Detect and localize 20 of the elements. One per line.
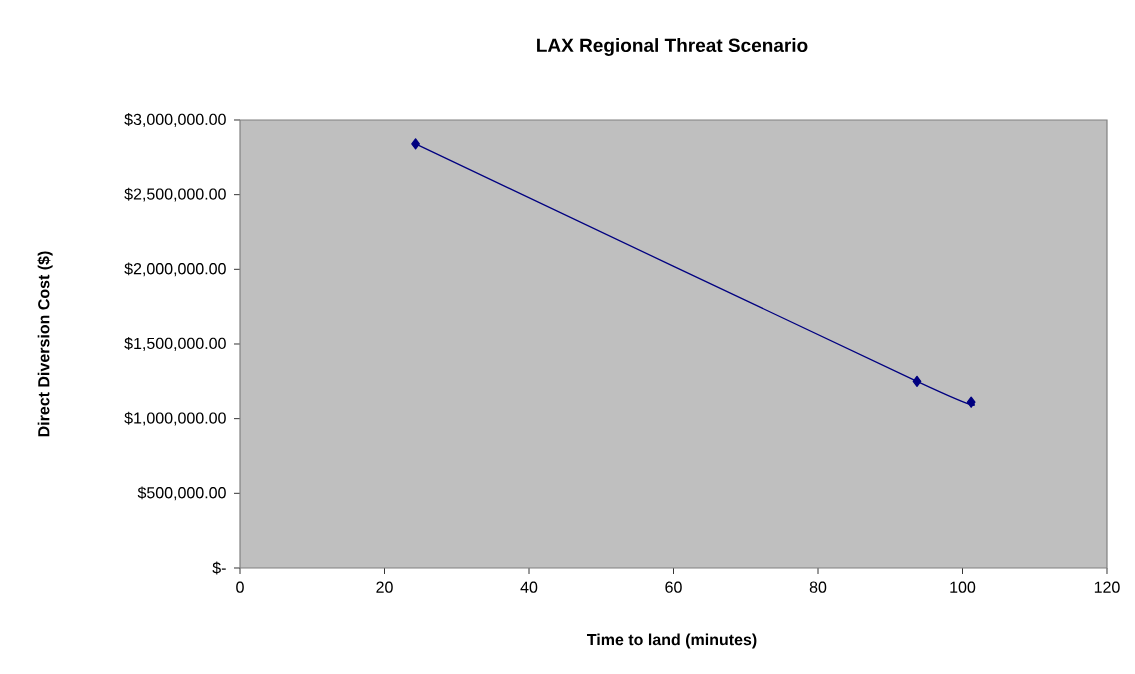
y-tick-label: $2,000,000.00 <box>124 262 226 277</box>
y-axis-title: Direct Diversion Cost ($) <box>37 251 53 437</box>
y-tick-label: $- <box>212 561 226 575</box>
x-tick-label: 60 <box>665 581 682 593</box>
x-tick-label: 80 <box>809 581 827 593</box>
point <box>966 396 976 408</box>
point <box>411 138 420 150</box>
point <box>912 375 922 387</box>
x-tick-label: 20 <box>376 581 393 593</box>
y-tick-label: $2,500,000.00 <box>124 187 226 202</box>
x-tick-label: 120 <box>1094 581 1120 593</box>
x-axis-title: Time to land (minutes) <box>586 633 757 649</box>
x-tick-label: 40 <box>520 581 538 593</box>
y-tick-label: $3,000,000.00 <box>124 113 226 127</box>
x-tick-label: 100 <box>950 581 976 593</box>
y-tick-label: $1,500,000.00 <box>124 337 226 351</box>
chart-title: LAX Regional Threat Scenario <box>537 38 808 56</box>
y-tick-label: $500,000.00 <box>137 486 226 501</box>
y-tick-label: $1,000,000.00 <box>124 411 226 426</box>
x-tick-label: 0 <box>236 581 244 593</box>
